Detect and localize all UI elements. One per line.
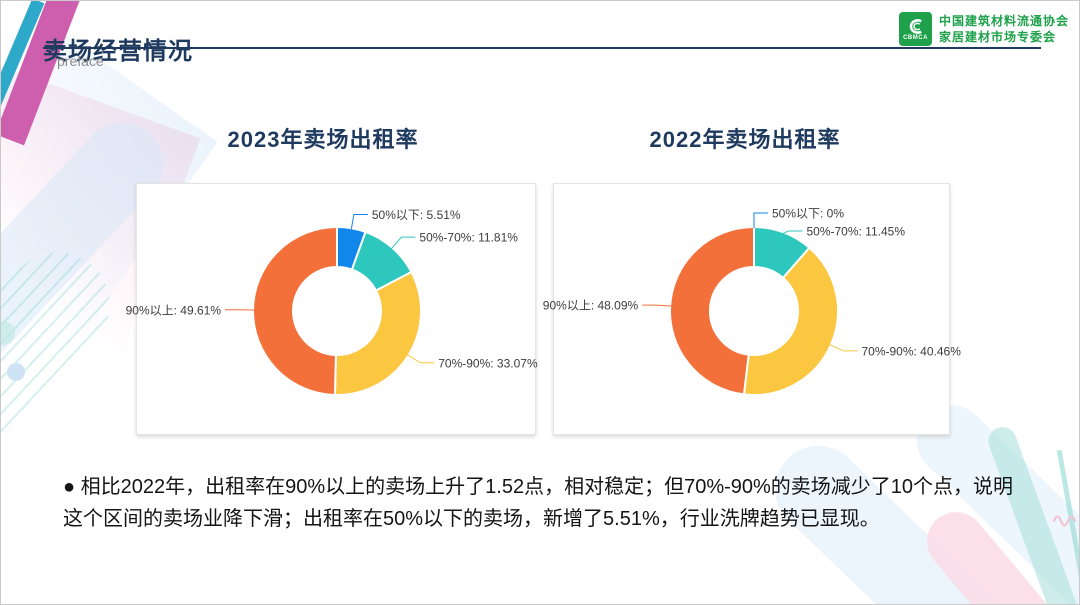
pie-slice-70%-90% — [333, 270, 422, 396]
label-leader-line — [350, 213, 368, 230]
decor-squiggle-icon — [1053, 515, 1076, 527]
org-logo: CBMCA 中国建筑材料流通协会 家居建材市场专委会 — [899, 12, 1069, 46]
label-leader-line — [829, 344, 858, 352]
label-leader-line — [753, 212, 768, 228]
logo-badge-icon: CBMCA — [899, 12, 932, 46]
slice-label: 90%以上: 48.09% — [543, 299, 639, 313]
decor-circle-left-small — [1, 321, 15, 345]
pie-slice-70%-90% — [742, 246, 839, 396]
pie-slice-90%以上 — [669, 225, 755, 396]
logo-org-name: 中国建筑材料流通协会 家居建材市场专委会 — [939, 13, 1069, 45]
label-leader-line — [642, 304, 672, 307]
logo-badge-caption: CBMCA — [903, 35, 928, 41]
slice-label: 50%-70%: 11.81% — [419, 231, 518, 245]
decor-circle-left — [7, 363, 25, 381]
decor-pink-stripe-topleft — [1, 1, 80, 146]
slice-label: 50%以下: 5.51% — [372, 208, 461, 222]
page-title: 卖场经营情况 — [43, 38, 193, 66]
chart-title-2023: 2023年卖场出租率 — [227, 127, 419, 152]
slice-label: 50%-70%: 11.45% — [806, 225, 905, 239]
donut-chart-2022: 50%以下: 0% 50%-70%: 11.45% 70%-90%: 40.46% 9… — [543, 183, 961, 435]
pie-slice-90%以上 — [252, 225, 338, 397]
logo-org-line1: 中国建筑材料流通协会 — [939, 14, 1070, 28]
donut-chart-2023: 50%以下: 5.51% 50%-70%: 11.81% 70%-90%: 33.0… — [126, 183, 538, 435]
slice-label: 70%-90%: 33.07% — [438, 356, 538, 370]
slice-label: 90%以上: 49.61% — [126, 303, 222, 317]
label-leader-line — [391, 236, 416, 249]
slice-label: 50%以下: 0% — [772, 207, 844, 221]
slice-label: 70%-90%: 40.46% — [861, 344, 961, 358]
page-subtitle: preface — [57, 53, 104, 69]
logo-c-glyph-icon — [909, 19, 922, 34]
decor-teal-line-right-edge — [1056, 449, 1079, 604]
summary-note: ● 相比2022年，出租率在90%以上的卖场上升了1.52点，相对稳定；但70%… — [63, 476, 1014, 530]
chart-title-2022: 2022年卖场出租率 — [649, 127, 841, 152]
label-leader-line — [407, 354, 435, 364]
title-underline — [43, 47, 1041, 49]
decor-teal-stripe-topleft — [1, 1, 45, 140]
logo-org-line2: 家居建材市场专委会 — [939, 30, 1057, 44]
label-leader-line — [783, 230, 803, 234]
